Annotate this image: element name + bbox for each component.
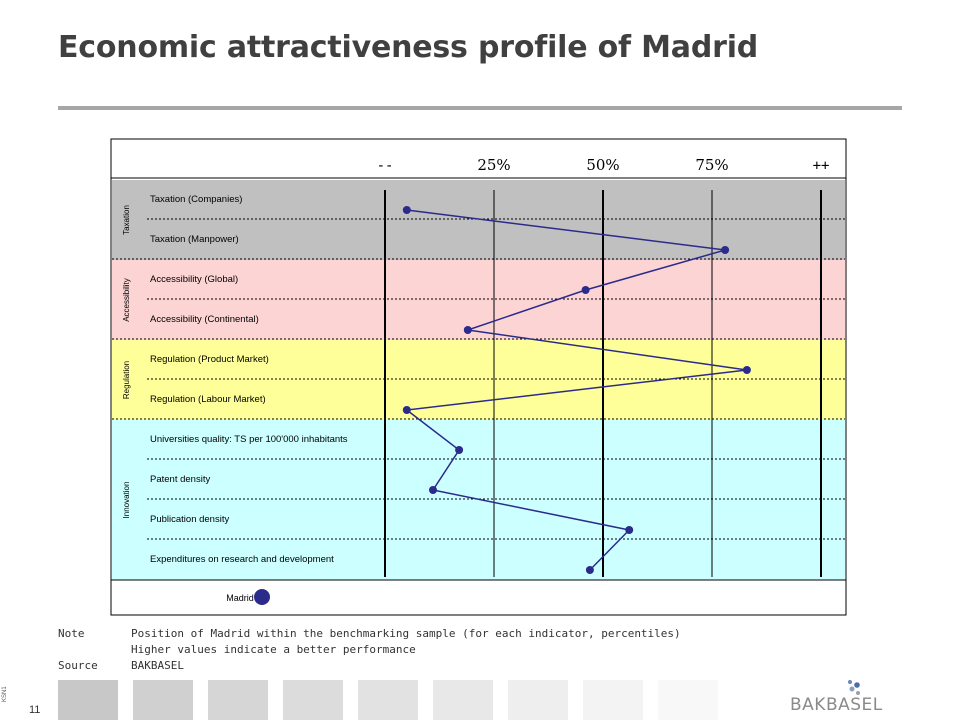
note-line-2: Higher values indicate a better performa… — [131, 643, 416, 656]
side-code: KSN1 — [2, 686, 8, 702]
source-label: Source — [58, 659, 98, 672]
indicator-label: Accessibility (Continental) — [150, 314, 259, 325]
footer-box — [358, 680, 418, 720]
axis-tick-label: 25% — [477, 156, 510, 174]
data-point — [721, 246, 730, 254]
data-point — [581, 286, 590, 294]
data-point — [455, 446, 464, 454]
group-label: Innovation — [122, 482, 131, 519]
legend-label: Madrid — [226, 593, 254, 603]
series-line-madrid — [404, 209, 748, 571]
group-band — [112, 340, 845, 420]
group-band — [112, 260, 845, 340]
data-point — [402, 406, 411, 414]
group-band — [112, 180, 845, 260]
footer-box — [583, 680, 643, 720]
indicator-label: Taxation (Companies) — [150, 194, 242, 205]
logo-dots-icon — [848, 680, 860, 695]
footer-box — [658, 680, 718, 720]
footer-box — [433, 680, 493, 720]
data-point — [585, 566, 594, 574]
group-label: Accessibility — [122, 278, 131, 322]
footer-box — [58, 680, 118, 720]
footer-boxes — [58, 680, 718, 720]
note-line-1: Position of Madrid within the benchmarki… — [131, 627, 681, 640]
footer-box — [133, 680, 193, 720]
data-point — [742, 366, 751, 374]
logo-text: BAKBASEL — [790, 695, 883, 715]
indicator-label: Taxation (Manpower) — [150, 234, 239, 245]
footer-box — [508, 680, 568, 720]
footer-box — [208, 680, 268, 720]
note-label: Note — [58, 627, 85, 640]
axis-tick-label: 75% — [695, 156, 728, 174]
indicator-label: Universities quality: TS per 100'000 inh… — [150, 434, 348, 445]
footer-box — [283, 680, 343, 720]
indicator-label: Accessibility (Global) — [150, 274, 238, 285]
axis-tick-label: -- — [377, 158, 394, 174]
axis-tick-label: ++ — [813, 158, 830, 174]
group-label: Taxation — [122, 205, 131, 235]
data-point — [402, 206, 411, 214]
indicator-label: Regulation (Labour Market) — [150, 394, 266, 405]
indicator-label: Expenditures on research and development — [150, 554, 334, 565]
indicator-label: Patent density — [150, 474, 210, 485]
source-value: BAKBASEL — [131, 659, 184, 672]
data-point — [429, 486, 437, 494]
title-rule — [58, 106, 902, 110]
indicator-label: Regulation (Product Market) — [150, 354, 269, 365]
indicator-label: Publication density — [150, 514, 229, 525]
legend-marker — [254, 589, 270, 605]
page-title: Economic attractiveness profile of Madri… — [58, 30, 759, 65]
notes-block: Note Position of Madrid within the benchm… — [58, 626, 681, 674]
group-label: Regulation — [122, 361, 131, 399]
data-point — [463, 326, 472, 334]
data-point — [625, 526, 634, 534]
axis-tick-label: 50% — [586, 156, 619, 174]
page-number: 11 — [29, 704, 41, 716]
